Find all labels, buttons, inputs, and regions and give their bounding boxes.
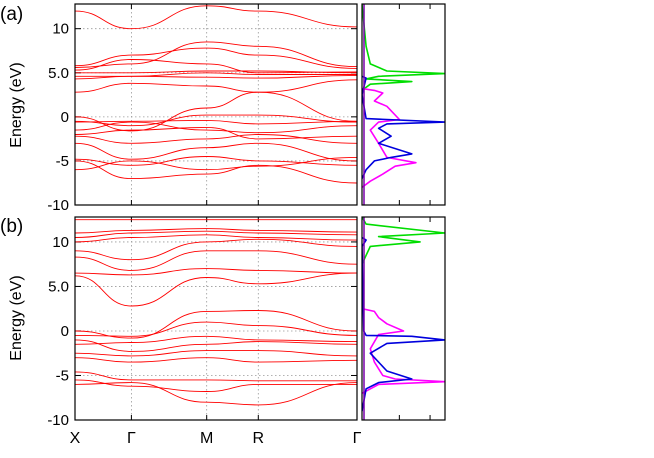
band-line — [75, 47, 357, 69]
dos-frame — [361, 216, 446, 421]
y-tick-label: 5.0 — [48, 278, 69, 295]
band-line — [75, 72, 357, 77]
band-line — [75, 5, 357, 30]
y-tick-label: -10 — [47, 197, 69, 214]
band-line — [75, 142, 357, 162]
band-frame — [74, 216, 358, 421]
pdos-line — [362, 75, 445, 179]
panel-a-label: (a) — [0, 4, 23, 25]
y-tick-label: 10 — [52, 234, 69, 251]
y-tick-label: 0 — [61, 323, 69, 340]
band-line — [75, 70, 357, 74]
band-line — [75, 59, 357, 74]
panel-b-label: (b) — [0, 216, 23, 237]
band-line — [75, 114, 357, 127]
band-line — [75, 134, 357, 144]
band-line — [75, 310, 357, 339]
band-line — [75, 119, 357, 125]
x-tick-label: Γ — [127, 430, 136, 447]
band-line — [75, 339, 357, 352]
dos-frame — [361, 3, 446, 206]
band-line — [75, 121, 357, 134]
band-line — [75, 228, 357, 234]
band-line — [75, 79, 357, 93]
pdos-line — [362, 217, 445, 265]
panel-a-ylabel: Energy (eV) — [8, 62, 25, 147]
y-tick-label: 5.0 — [48, 65, 69, 82]
panel-a: -10 -5 0 5.0 10 — [47, 3, 446, 214]
band-line — [75, 350, 357, 357]
bands-group — [75, 5, 357, 184]
pdos-line — [362, 236, 445, 412]
pdos-line — [362, 87, 417, 189]
y-tick-label: -5 — [56, 153, 69, 170]
band-line — [75, 357, 357, 363]
band-line — [75, 156, 357, 166]
band-line — [75, 91, 357, 132]
x-tick-label: Γ — [353, 430, 362, 447]
band-line — [75, 382, 357, 406]
pdos-line — [362, 307, 445, 395]
band-frame — [74, 3, 358, 206]
band-line — [75, 379, 357, 392]
panel-b-ylabel: Energy (eV) — [8, 275, 25, 360]
y-tick-label: 10 — [52, 21, 69, 38]
x-tick-label: X — [70, 430, 81, 447]
bands-group — [75, 219, 357, 406]
band-line — [75, 250, 357, 271]
x-tick-label: M — [200, 430, 213, 447]
y-tick-label: -10 — [47, 412, 69, 429]
band-line — [75, 238, 357, 261]
band-line — [75, 321, 357, 337]
band-line — [75, 230, 357, 238]
y-tick-label: -5 — [56, 367, 69, 384]
band-line — [75, 268, 357, 276]
y-tick-label: 0 — [61, 109, 69, 126]
dos-group — [362, 217, 445, 412]
band-line — [75, 126, 357, 140]
dos-group — [362, 4, 445, 189]
band-line — [75, 371, 357, 382]
band-line — [75, 234, 357, 243]
pdos-line — [362, 4, 445, 92]
x-tick-label: R — [253, 430, 265, 447]
panel-b: -10 -5 0 5.0 10 X Γ M R Γ — [47, 216, 446, 447]
band-line — [75, 335, 357, 345]
band-line — [75, 156, 357, 171]
band-line — [75, 272, 357, 307]
band-line — [75, 160, 357, 184]
band-line — [75, 41, 357, 68]
